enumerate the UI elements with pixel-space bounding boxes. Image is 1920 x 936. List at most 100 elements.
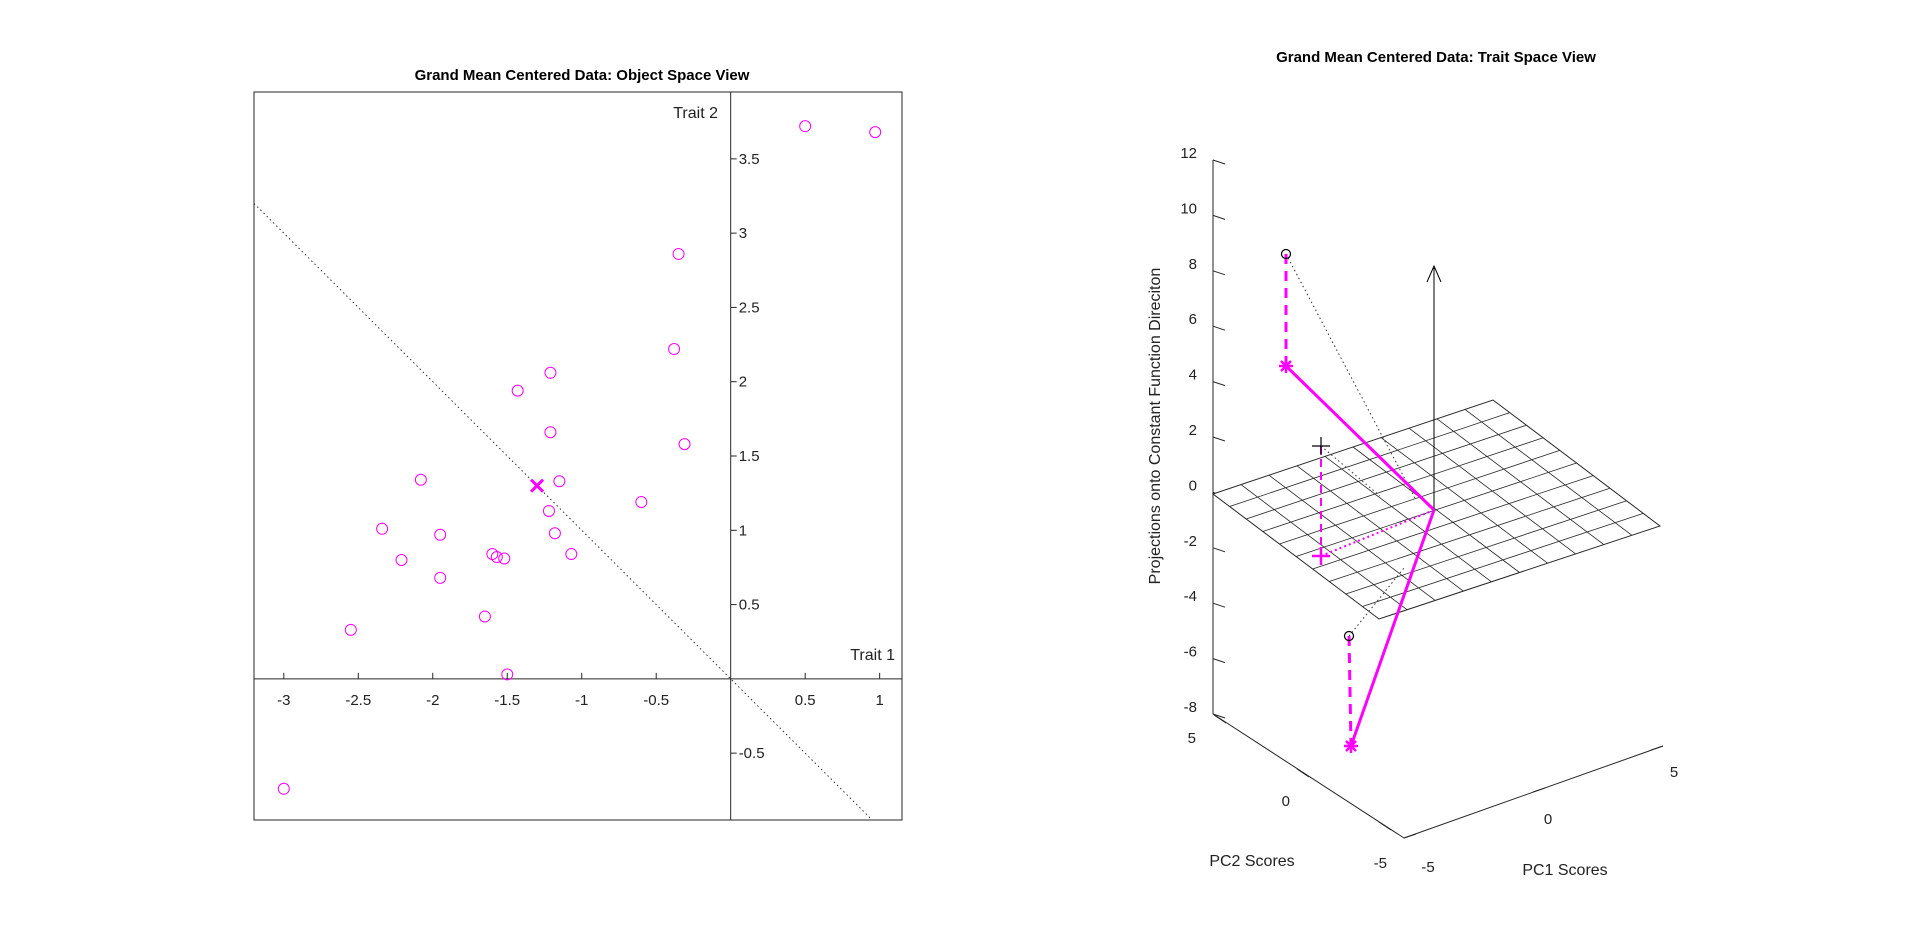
trait2-tick-label: -0.5	[739, 745, 765, 762]
data-point	[548, 527, 561, 540]
pc1-tick-label: 5	[1670, 764, 1678, 781]
projection-solid-line-b	[1349, 509, 1436, 747]
mean-plus-marker	[1312, 437, 1330, 455]
pc1-tick-mark	[1650, 745, 1664, 751]
grid-line	[1408, 427, 1576, 555]
star-stroke	[1345, 740, 1357, 752]
z-tick-label: -6	[1184, 644, 1197, 661]
pc2-tick-mark	[1213, 714, 1227, 724]
constant-function-guide-line	[253, 203, 873, 821]
z-tick-mark	[1212, 325, 1226, 331]
z-tick-mark	[1212, 713, 1226, 719]
z-tick-label: 12	[1180, 145, 1197, 162]
pc2-tick-label: -5	[1374, 855, 1387, 872]
data-point	[565, 548, 578, 561]
z-tick-label: 2	[1189, 422, 1197, 439]
z-tick-mark	[1212, 436, 1226, 442]
z-tick-mark	[1212, 381, 1226, 387]
trait2-tick-label: 1.5	[739, 448, 760, 465]
trait2-tick-label: 3	[739, 225, 747, 242]
data-point	[668, 343, 681, 356]
z-tick-mark	[1212, 159, 1226, 165]
data-point	[678, 438, 691, 451]
trait2-axis-label: Trait 2	[673, 105, 718, 122]
trait2-tick-label: 3.5	[739, 151, 760, 168]
data-point	[490, 551, 503, 564]
data-point	[434, 528, 447, 541]
grid-line	[1345, 500, 1627, 595]
data-point	[395, 554, 408, 566]
grid-line	[1295, 462, 1577, 557]
star-stroke	[1280, 360, 1292, 372]
z-tick-label: -8	[1184, 699, 1197, 716]
trait1-tick-label: -2.5	[345, 692, 371, 709]
pc2-tick-label: 0	[1282, 793, 1290, 810]
trait1-tick-label: 1	[875, 692, 883, 709]
trait-space-title: Grand Mean Centered Data: Trait Space Vi…	[1276, 49, 1596, 66]
object-space-plot-box	[253, 91, 903, 821]
mean-projection-plus-marker	[1312, 547, 1330, 565]
data-point	[544, 366, 557, 379]
trait1-tick-label: -0.5	[643, 692, 669, 709]
data-point	[277, 782, 290, 795]
trait2-tick-label: 1	[739, 522, 747, 539]
dotted-guide-line	[1320, 445, 1381, 497]
pc-plane-grid	[1211, 399, 1662, 620]
grid-line	[1329, 487, 1611, 582]
data-point	[501, 668, 514, 681]
z-tick-label: 6	[1189, 311, 1197, 328]
trait1-tick-label: 0.5	[795, 692, 816, 709]
grid-line	[1362, 513, 1644, 607]
grid-line	[1312, 475, 1594, 570]
trait-space-panel: Grand Mean Centered Data: Trait Space Vi…	[1147, 49, 1678, 879]
data-point	[376, 522, 389, 535]
z-tick-label: 8	[1189, 256, 1197, 273]
z-tick-label: -4	[1184, 588, 1197, 605]
mean-dotted-line	[1320, 509, 1435, 557]
data-point	[799, 120, 812, 133]
projection-solid-line-a	[1284, 364, 1436, 512]
trait2-ticks: 3.5 3 2.5 2 1.5 1 0.5 -0.5	[730, 151, 765, 762]
pc2-tick-mark	[1378, 821, 1392, 831]
z-ticks: 12 10 8 6 4 2 0 -2 -4 -6 -8	[1180, 145, 1226, 719]
trait1-tick-label: -3	[277, 692, 290, 709]
data-point	[869, 126, 882, 139]
z-tick-label: 10	[1180, 200, 1197, 217]
pc2-tick-mark	[1296, 768, 1310, 778]
trait1-axis-label: Trait 1	[850, 647, 895, 664]
dotted-guide-line	[1348, 567, 1405, 637]
z-tick-label: 0	[1189, 477, 1197, 494]
trait1-tick-label: -1	[575, 692, 588, 709]
z-tick-mark	[1212, 270, 1226, 276]
data-point	[498, 552, 511, 565]
data-point-b-marker	[1343, 630, 1355, 642]
trait1-tick-label: -2	[426, 692, 439, 709]
pc1-ticks: -5 0 5	[1403, 745, 1678, 876]
data-point	[672, 247, 685, 260]
object-space-mean-marker	[529, 478, 545, 493]
pc2-axis-line	[1212, 713, 1405, 839]
object-space-panel: Grand Mean Centered Data: Object Space V…	[253, 67, 903, 821]
z-tick-label: 4	[1189, 367, 1197, 384]
data-point	[511, 384, 524, 397]
data-point	[434, 571, 447, 584]
mean-x-stroke	[529, 478, 545, 493]
grid-line	[1464, 409, 1633, 536]
trait1-ticks: -3 -2.5 -2 -1.5 -1 -0.5 0.5 1	[277, 672, 884, 709]
object-space-points	[277, 120, 882, 795]
z-axis-label: Projections onto Constant Function Direc…	[1147, 268, 1164, 585]
object-space-title: Grand Mean Centered Data: Object Space V…	[415, 67, 750, 84]
data-point	[478, 610, 491, 623]
z-tick-mark	[1212, 214, 1226, 220]
pc2-tick-label: 5	[1188, 730, 1196, 747]
pc1-tick-mark	[1532, 787, 1546, 793]
data-point	[553, 475, 566, 488]
data-point-a-marker	[1280, 248, 1292, 260]
data-point	[542, 504, 555, 517]
data-point	[635, 496, 648, 509]
arrow-head-icon	[1426, 264, 1442, 283]
z-tick-mark	[1212, 658, 1226, 664]
z-tick-mark	[1212, 547, 1226, 553]
projection-star-markers	[1279, 359, 1358, 753]
